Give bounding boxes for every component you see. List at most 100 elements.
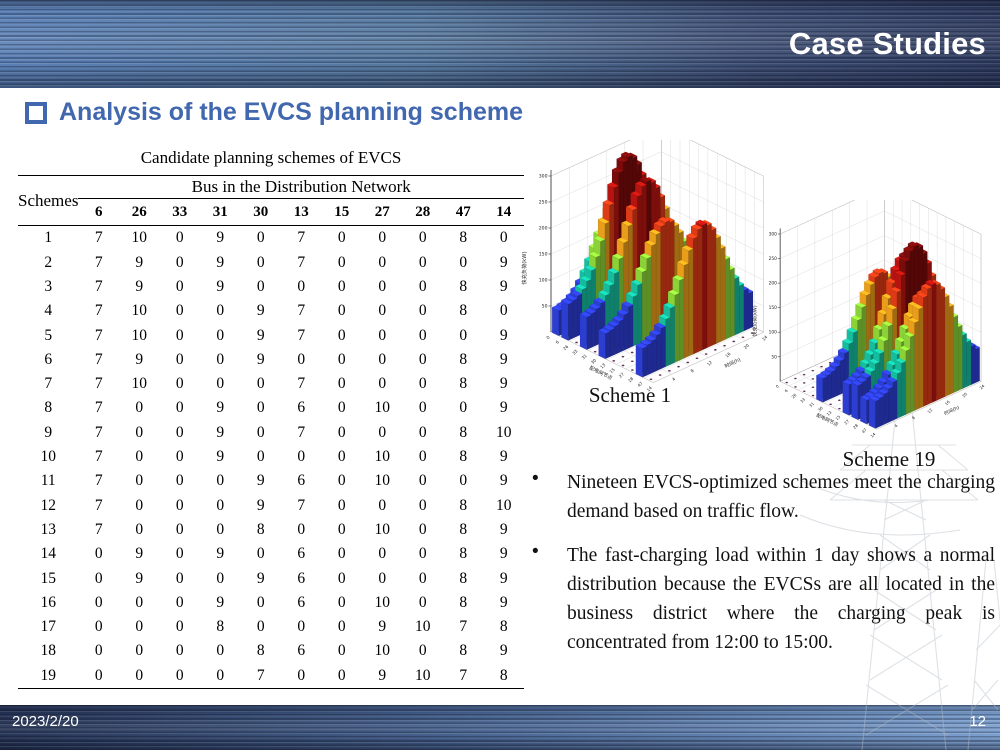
capacity-cell: 0 (216, 520, 225, 538)
capacity-cell: 0 (337, 448, 346, 466)
capacity-cell: 0 (94, 569, 103, 587)
capacity-cell: 9 (135, 350, 144, 368)
capacity-cell: 0 (175, 642, 184, 660)
capacity-cell: 6 (297, 593, 306, 611)
capacity-cell: 0 (337, 593, 346, 611)
capacity-cell: 9 (216, 545, 225, 563)
column-header-bus: 14 (483, 198, 524, 226)
bullet-dot-icon: • (532, 540, 539, 562)
capacity-cell: 9 (256, 326, 265, 344)
capacity-cell: 0 (418, 399, 427, 417)
capacity-cell: 0 (337, 666, 346, 684)
scheme-number-cell: 15 (40, 569, 56, 587)
capacity-cell: 0 (135, 423, 144, 441)
capacity-cell: 0 (418, 229, 427, 247)
capacity-cell: 9 (135, 569, 144, 587)
capacity-cell: 9 (499, 326, 508, 344)
capacity-cell: 0 (175, 375, 184, 393)
capacity-cell: 10 (495, 423, 512, 441)
scheme-number-cell: 6 (44, 350, 53, 368)
capacity-cell: 10 (414, 666, 431, 684)
svg-text:47: 47 (861, 427, 868, 434)
column-header-bus: 33 (159, 198, 200, 226)
capacity-cell: 0 (297, 448, 306, 466)
capacity-cell: 10 (131, 302, 147, 320)
capacity-cell: 0 (459, 399, 468, 417)
capacity-cell: 8 (459, 302, 468, 320)
column-header-bus: 31 (199, 198, 241, 226)
capacity-cell: 0 (175, 666, 184, 684)
table-row: 9 7 0 0 9 0 7 0 0 0 8 10 (18, 420, 524, 444)
capacity-cell: 9 (135, 545, 144, 563)
svg-text:100: 100 (769, 330, 778, 336)
table-row: 12 7 0 0 0 9 7 0 0 0 8 10 (18, 493, 524, 517)
scheme-number-cell: 18 (40, 642, 56, 660)
capacity-cell: 9 (499, 642, 508, 660)
capacity-cell: 7 (94, 302, 103, 320)
capacity-cell: 6 (297, 642, 306, 660)
capacity-cell: 7 (94, 472, 103, 490)
capacity-cell: 0 (256, 448, 265, 466)
capacity-cell: 0 (418, 253, 427, 271)
svg-text:0: 0 (775, 383, 781, 389)
column-header-bus: 30 (240, 198, 281, 226)
capacity-cell: 8 (459, 375, 468, 393)
svg-text:31: 31 (808, 401, 815, 408)
capacity-cell: 0 (499, 302, 508, 320)
scheme-number-cell: 14 (40, 545, 56, 563)
capacity-cell: 7 (94, 423, 103, 441)
capacity-cell: 0 (175, 545, 184, 563)
capacity-cell: 0 (175, 277, 184, 295)
capacity-cell: 9 (216, 448, 225, 466)
capacity-cell: 10 (414, 618, 431, 636)
capacity-cell: 10 (374, 399, 390, 417)
capacity-cell: 7 (297, 423, 306, 441)
column-header-bus: 15 (321, 198, 362, 226)
capacity-cell: 0 (256, 253, 265, 271)
scheme-number-cell: 13 (40, 520, 56, 538)
capacity-cell: 9 (378, 618, 387, 636)
capacity-cell: 0 (337, 618, 346, 636)
svg-text:12: 12 (926, 407, 933, 414)
capacity-cell: 0 (378, 229, 387, 247)
svg-text:12: 12 (706, 359, 714, 367)
capacity-cell: 0 (418, 642, 427, 660)
capacity-cell: 0 (256, 593, 265, 611)
svg-text:快充负荷(kW): 快充负荷(kW) (752, 305, 759, 336)
svg-text:20: 20 (961, 391, 968, 398)
capacity-cell: 9 (499, 399, 508, 417)
table-row: 1 7 10 0 9 0 7 0 0 0 8 0 (18, 226, 524, 251)
capacity-cell: 0 (378, 326, 387, 344)
capacity-cell: 0 (256, 399, 265, 417)
capacity-cell: 9 (499, 277, 508, 295)
svg-text:14: 14 (646, 385, 654, 392)
capacity-cell: 10 (374, 472, 390, 490)
column-header-bus: 28 (402, 198, 443, 226)
capacity-cell: 0 (459, 253, 468, 271)
svg-text:4: 4 (671, 376, 677, 382)
capacity-cell: 8 (256, 642, 265, 660)
capacity-cell: 0 (216, 326, 225, 344)
svg-text:27: 27 (843, 418, 850, 425)
scheme-number-cell: 4 (44, 302, 53, 320)
column-header-bus: 13 (280, 198, 322, 226)
scheme-number-cell: 8 (44, 399, 53, 417)
svg-text:33: 33 (571, 348, 579, 356)
capacity-cell: 7 (297, 229, 306, 247)
svg-text:6: 6 (783, 388, 789, 394)
svg-text:26: 26 (562, 344, 570, 352)
capacity-cell: 0 (135, 520, 144, 538)
bullet-item-1: • Nineteen EVCS-optimized schemes meet t… (530, 468, 995, 527)
capacity-cell: 8 (459, 545, 468, 563)
scheme-number-cell: 7 (44, 375, 53, 393)
svg-text:250: 250 (769, 256, 778, 262)
capacity-cell: 0 (216, 350, 225, 368)
footer-date: 2023/2/20 (12, 713, 79, 730)
capacity-cell: 8 (499, 666, 508, 684)
capacity-cell: 0 (418, 423, 427, 441)
capacity-cell: 6 (297, 472, 306, 490)
capacity-cell: 0 (297, 277, 306, 295)
scheme-number-cell: 9 (44, 423, 53, 441)
capacity-cell: 0 (378, 302, 387, 320)
